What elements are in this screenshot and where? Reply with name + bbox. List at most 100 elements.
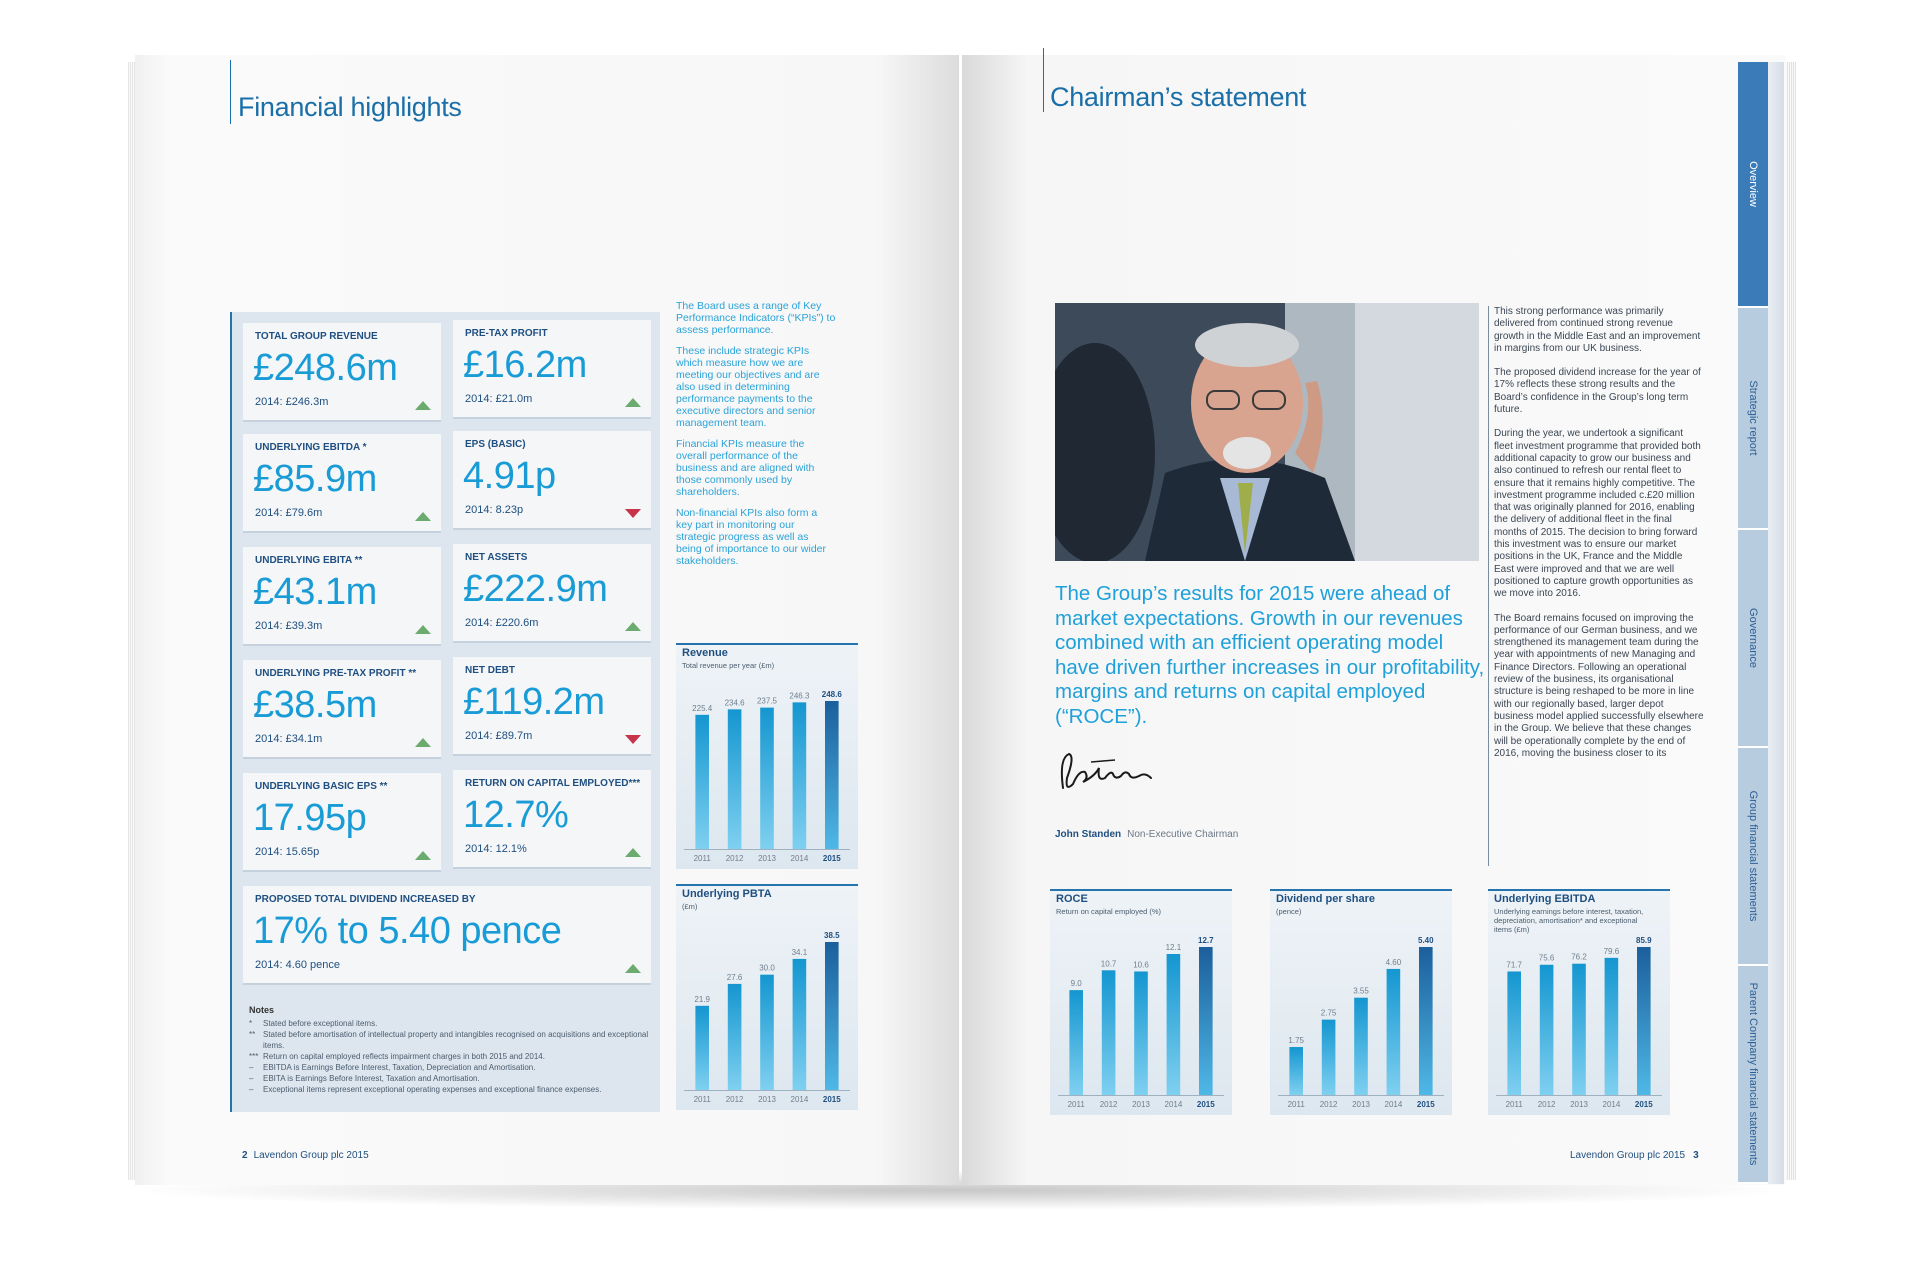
bar-2015 <box>1418 947 1433 1095</box>
data-label: 225.4 <box>692 704 713 713</box>
kpi-label: NET DEBT <box>465 665 515 676</box>
tick-label: 2011 <box>694 1095 712 1104</box>
trend-up-icon <box>625 398 641 407</box>
kpi-prev: 2014: £220.6m <box>465 617 539 629</box>
kpi-prev: 2014: 4.60 pence <box>255 959 341 971</box>
tick-label: 2013 <box>758 854 776 863</box>
data-label: 38.5 <box>824 931 840 940</box>
data-label: 34.1 <box>792 948 808 957</box>
statement-body: This strong performance was primarily de… <box>1494 306 1704 772</box>
tab-label: Parent Company financial statements <box>1747 982 1759 1166</box>
trend-up-icon <box>625 964 641 973</box>
kpi-card-underlying-eps: UNDERLYING BASIC EPS ** 17.95p 2014: 15.… <box>243 773 441 872</box>
chart-dividend-per-share: 1.75 2011 2.75 2012 3.55 2013 4.60 2014 5.40 2015… <box>1270 889 1452 1115</box>
data-label: 248.6 <box>822 690 843 699</box>
chart-plot: 9.0 2011 10.7 2012 10.6 2013 12.1 2014 12.7 2015 <box>1058 936 1224 1109</box>
kpi-card-net-assets: NET ASSETS £222.9m 2014: £220.6m <box>453 544 651 643</box>
trend-down-icon <box>625 509 641 518</box>
kpi-intro-text: The Board uses a range of Key Performanc… <box>676 300 836 576</box>
tick-label: 2014 <box>1165 1100 1183 1109</box>
tick-label: 2011 <box>1506 1100 1524 1109</box>
bar-2015 <box>824 701 839 849</box>
intro-paragraph: These include strategic KPIs which measu… <box>676 345 820 429</box>
trend-up-icon <box>415 851 431 860</box>
chart-topline <box>676 884 858 886</box>
tick-label: 2015 <box>1417 1100 1435 1109</box>
body-paragraph: This strong performance was primarily de… <box>1494 306 1701 354</box>
intro-paragraph: Financial KPIs measure the overall perfo… <box>676 438 815 498</box>
tab-label: Governance <box>1747 608 1759 668</box>
tick-label: 2015 <box>1197 1100 1215 1109</box>
kpi-prev: 2014: 15.65p <box>255 846 320 858</box>
tick-label: 2012 <box>1100 1100 1118 1109</box>
kpi-label: UNDERLYING EBITDA * <box>255 442 367 453</box>
chart-topline <box>1270 889 1452 891</box>
data-label: 246.3 <box>789 691 810 700</box>
data-label: 4.60 <box>1386 958 1402 967</box>
data-label: 234.6 <box>725 698 746 707</box>
kpi-card-eps: EPS (BASIC) 4.91p 2014: 8.23p <box>453 431 651 530</box>
bar-2011 <box>1289 1047 1304 1095</box>
chart-topline <box>1488 889 1670 891</box>
kpi-value: 4.91p <box>463 455 556 497</box>
chart-topline <box>676 643 858 645</box>
kpi-card-ebitda: UNDERLYING EBITDA * £85.9m 2014: £79.6m <box>243 434 441 533</box>
note-item: – EBITDA is Earnings Before Interest, Tax… <box>249 1063 536 1072</box>
kpi-label: EPS (BASIC) <box>465 439 526 450</box>
bar-2015 <box>824 942 839 1090</box>
tick-label: 2013 <box>1570 1100 1588 1109</box>
kpi-value: £85.9m <box>253 458 377 500</box>
chart-plot: 21.9 2011 27.6 2012 30.0 2013 34.1 2014 38.5 2015 <box>684 931 850 1104</box>
trend-up-icon <box>415 738 431 747</box>
intro-paragraph: Non-financial KPIs also form a key part … <box>676 507 826 567</box>
tab-strategic-report[interactable]: Strategic report <box>1738 308 1768 530</box>
bar-2013 <box>760 974 774 1090</box>
data-label: 79.6 <box>1604 947 1620 956</box>
tick-label: 2012 <box>726 1095 744 1104</box>
tab-group-financial-statements[interactable]: Group financial statements <box>1738 748 1768 966</box>
kpi-value: 12.7% <box>463 794 569 836</box>
bar-2012 <box>1539 964 1554 1095</box>
bar-2013 <box>1354 997 1368 1095</box>
folio-right: Lavendon Group plc 2015 3 <box>1570 1150 1699 1161</box>
data-label: 76.2 <box>1571 953 1587 962</box>
tab-label: Strategic report <box>1747 380 1759 456</box>
kpi-card-roce: RETURN ON CAPITAL EMPLOYED*** 12.7% 2014… <box>453 770 651 869</box>
tick-label: 2014 <box>791 1095 809 1104</box>
tab-parent-company-financial-statements[interactable]: Parent Company financial statements <box>1738 966 1768 1184</box>
chart-title: ROCE <box>1056 893 1088 905</box>
page-title-chairmans-statement: Chairman’s statement <box>1050 82 1307 112</box>
data-label: 1.75 <box>1288 1036 1304 1045</box>
kpi-card-underlying-pbt: UNDERLYING PRE-TAX PROFIT ** £38.5m 2014… <box>243 660 441 759</box>
data-label: 2.75 <box>1321 1009 1337 1018</box>
tick-label: 2011 <box>694 854 712 863</box>
chairman-portrait <box>1055 303 1479 561</box>
bar-2014 <box>1166 953 1181 1095</box>
chart-topline <box>1050 889 1232 891</box>
bar-2015 <box>1636 947 1651 1095</box>
kpi-value: £222.9m <box>463 568 608 610</box>
kpi-label: UNDERLYING PRE-TAX PROFIT ** <box>255 668 417 679</box>
title-rule-right <box>1043 48 1044 112</box>
data-label: 75.6 <box>1539 954 1555 963</box>
kpi-card-revenue: TOTAL GROUP REVENUE £248.6m 2014: £246.3… <box>243 323 441 422</box>
data-label: 30.0 <box>759 964 775 973</box>
data-label: 10.7 <box>1101 959 1117 968</box>
data-label: 12.1 <box>1166 943 1182 952</box>
chart-revenue: 225.4 2011 234.6 2012 237.5 2013 246.3 2014 248.… <box>676 643 858 869</box>
bar-2011 <box>695 1005 710 1090</box>
chart-roce: 9.0 2011 10.7 2012 10.6 2013 12.1 2014 12.7 2015 … <box>1050 889 1232 1115</box>
trend-up-icon <box>625 848 641 857</box>
bar-2015 <box>1198 947 1213 1095</box>
body-paragraph: The proposed dividend increase for the y… <box>1494 367 1701 416</box>
kpi-value: £43.1m <box>253 571 377 613</box>
chart-title: Dividend per share <box>1276 893 1376 905</box>
kpi-prev: 2014: £89.7m <box>465 730 533 742</box>
kpi-value: £16.2m <box>463 344 587 386</box>
data-label: 85.9 <box>1636 936 1652 945</box>
tab-overview[interactable]: Overview <box>1738 62 1768 308</box>
kpi-label: UNDERLYING BASIC EPS ** <box>255 781 388 792</box>
chart-plot: 71.7 2011 75.6 2012 76.2 2013 79.6 2014 85.9 2015 <box>1496 936 1662 1109</box>
chart-title: Underlying EBITDA <box>1494 893 1596 905</box>
tab-governance[interactable]: Governance <box>1738 530 1768 748</box>
